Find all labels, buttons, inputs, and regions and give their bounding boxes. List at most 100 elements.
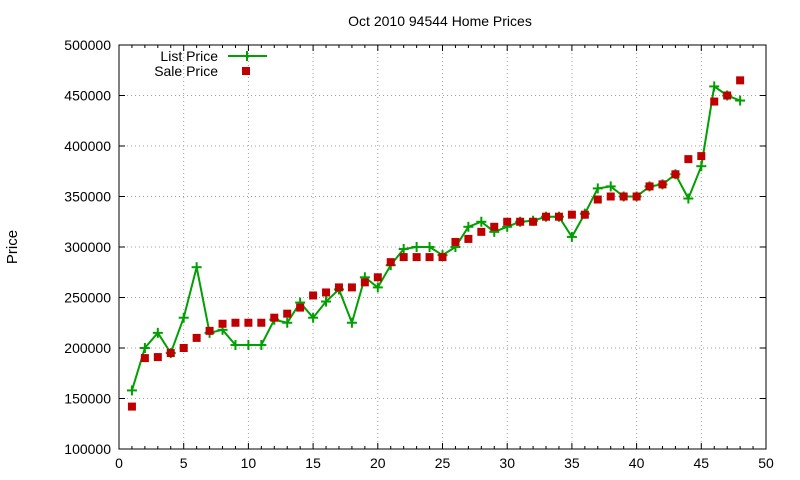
data-point-sale-price <box>606 192 615 201</box>
data-point-sale-price <box>567 210 576 219</box>
data-point-sale-price <box>386 258 395 267</box>
data-point-list-price <box>735 95 746 106</box>
data-point-sale-price <box>645 182 654 191</box>
data-point-sale-price <box>205 326 214 335</box>
data-point-list-price <box>230 339 241 350</box>
data-point-sale-price <box>464 234 473 243</box>
data-point-list-price <box>178 312 189 323</box>
data-point-sale-price <box>166 349 175 358</box>
data-point-list-price <box>139 343 150 353</box>
data-point-sale-price <box>257 318 266 327</box>
data-point-sale-price <box>619 192 628 201</box>
x-tick-label: 10 <box>241 455 257 471</box>
data-point-list-price <box>126 385 137 396</box>
data-point-sale-price <box>477 227 486 236</box>
x-tick-label: 30 <box>499 455 515 471</box>
data-point-sale-price <box>723 91 732 100</box>
data-point-list-price <box>709 81 720 92</box>
data-point-sale-price <box>516 217 525 226</box>
data-point-sale-price <box>179 344 188 352</box>
data-point-list-price <box>243 339 254 350</box>
legend-label-sale-price: Sale Price <box>154 63 218 79</box>
x-tick-label: 45 <box>694 455 710 471</box>
data-point-sale-price <box>360 278 369 287</box>
data-point-sale-price <box>438 253 447 262</box>
y-axis-label: Price <box>4 230 21 264</box>
data-point-sale-price <box>192 333 201 342</box>
data-point-list-price <box>372 282 383 293</box>
data-point-list-price <box>592 183 603 194</box>
data-point-list-price <box>282 317 293 328</box>
y-tick-label: 300000 <box>64 239 111 255</box>
series-line-list-price <box>130 84 741 391</box>
data-point-sale-price <box>127 402 136 411</box>
x-tick-label: 35 <box>564 455 580 471</box>
legend-marker-list-price <box>242 51 252 61</box>
data-point-sale-price <box>322 288 331 297</box>
axes: 0 5 10 15 20 25 30 35 40 45 50 100000 150000 200000 25… <box>64 37 774 471</box>
data-point-sale-price <box>710 97 719 106</box>
data-point-sale-price <box>671 170 680 179</box>
legend: List Price Sale Price <box>154 48 267 79</box>
data-point-sale-price <box>632 192 641 201</box>
y-tick-label: 150000 <box>64 391 111 407</box>
data-point-sale-price <box>283 309 292 318</box>
data-point-sale-price <box>658 180 667 189</box>
data-point-list-price <box>152 327 163 338</box>
data-point-sale-price <box>412 253 421 262</box>
x-tick-label: 25 <box>435 455 451 471</box>
data-point-list-price <box>321 296 332 307</box>
data-point-list-price <box>566 231 577 242</box>
data-point-list-price <box>696 161 707 172</box>
data-point-sale-price <box>231 318 240 327</box>
data-point-list-price <box>308 312 319 323</box>
y-tick-label: 450000 <box>64 88 111 104</box>
x-tick-label: 20 <box>370 455 386 471</box>
data-point-list-price <box>683 193 694 204</box>
data-point-sale-price <box>334 283 343 292</box>
x-tick-label: 15 <box>305 455 321 471</box>
data-point-sale-price <box>554 212 563 221</box>
data-point-sale-price <box>373 273 382 282</box>
data-point-sale-price <box>490 222 499 231</box>
y-tick-label: 500000 <box>64 37 111 53</box>
data-point-sale-price <box>347 283 356 292</box>
data-point-list-price <box>463 221 474 232</box>
data-point-sale-price <box>296 303 305 312</box>
data-point-sale-price <box>153 353 162 362</box>
data-point-sale-price <box>684 155 693 164</box>
data-point-sale-price <box>593 195 602 204</box>
x-tick-label: 40 <box>629 455 645 471</box>
data-point-sale-price <box>697 152 706 161</box>
x-tick-label: 0 <box>115 455 123 471</box>
data-point-list-price <box>191 262 202 273</box>
data-point-sale-price <box>503 217 512 226</box>
grid <box>119 45 766 449</box>
data-point-sale-price <box>244 318 253 327</box>
data-point-list-price <box>398 244 409 255</box>
data-point-sale-price <box>529 217 538 226</box>
data-point-sale-price <box>425 253 434 262</box>
data-point-sale-price <box>399 253 408 262</box>
data-point-sale-price <box>218 319 227 328</box>
x-tick-label: 5 <box>180 455 188 471</box>
y-tick-label: 350000 <box>64 189 111 205</box>
data-point-sale-price <box>736 76 745 85</box>
data-point-list-price <box>424 242 435 252</box>
data-point-sale-price <box>542 212 551 221</box>
plot-frame <box>118 44 767 450</box>
y-tick-label: 400000 <box>64 138 111 154</box>
data-point-list-price <box>411 242 422 252</box>
data-point-sale-price <box>451 237 460 246</box>
data-point-list-price <box>346 317 357 328</box>
data-point-list-price <box>605 181 616 192</box>
data-point-sale-price <box>309 291 318 300</box>
data-point-list-price <box>476 216 487 227</box>
y-tick-label: 200000 <box>64 340 111 356</box>
chart-title: Oct 2010 94544 Home Prices <box>348 13 532 29</box>
y-tick-label: 100000 <box>64 441 111 457</box>
x-tick-label: 50 <box>758 455 774 471</box>
series <box>126 76 746 411</box>
